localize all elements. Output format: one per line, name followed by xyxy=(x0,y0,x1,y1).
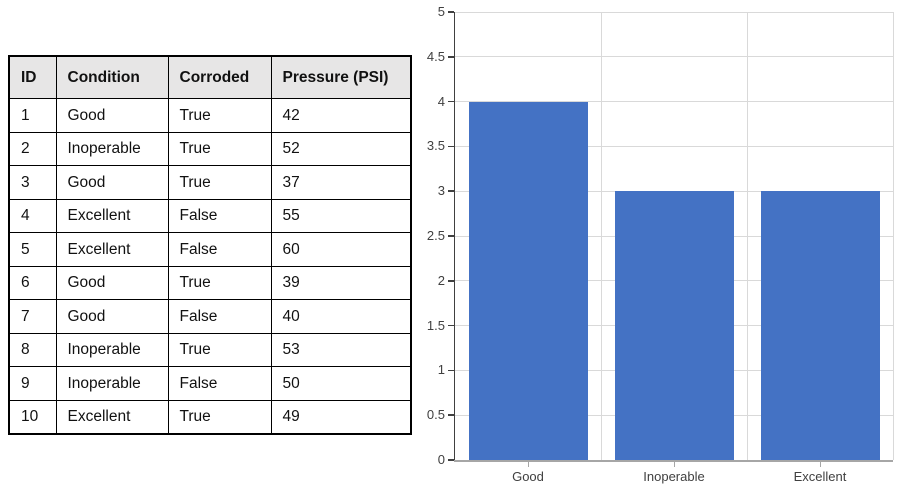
table-row: 7 Good False 40 xyxy=(8,299,412,334)
y-axis-tick xyxy=(448,11,454,13)
column-header-id: ID xyxy=(8,55,57,99)
table-cell: 49 xyxy=(270,399,412,435)
column-header-corroded: Corroded xyxy=(167,55,272,99)
y-axis-tick xyxy=(448,414,454,416)
bar-good xyxy=(469,101,588,460)
table-cell: 7 xyxy=(8,299,57,334)
table-cell: Good xyxy=(55,299,169,334)
table-cell: Excellent xyxy=(55,399,169,435)
y-tick-label: 1.5 xyxy=(426,317,445,333)
table-row: 9 Inoperable False 50 xyxy=(8,366,412,401)
y-axis-tick xyxy=(448,324,454,327)
gridline-horizontal xyxy=(455,145,893,147)
x-axis-line xyxy=(453,460,893,462)
table-row: 10 Excellent True 49 xyxy=(8,399,412,435)
y-axis-tick xyxy=(448,190,454,192)
y-tick-label: 2 xyxy=(437,272,445,288)
y-tick-label: 0 xyxy=(437,452,445,467)
gridline-horizontal xyxy=(455,56,893,58)
y-tick-label: 4 xyxy=(437,93,445,109)
y-tick-label: 3 xyxy=(437,183,445,199)
table-cell: 52 xyxy=(270,131,412,166)
x-axis-tick xyxy=(673,461,675,467)
table-cell: 2 xyxy=(8,131,57,166)
table-cell: True xyxy=(167,332,272,367)
y-tick-label: 1 xyxy=(437,362,445,378)
table-header-row: ID Condition Corroded Pressure (PSI) xyxy=(8,55,412,99)
column-header-condition: Condition xyxy=(55,55,169,99)
table-row: 6 Good True 39 xyxy=(8,265,412,300)
x-axis-tick xyxy=(819,461,821,467)
plot-right-border xyxy=(892,12,894,460)
y-axis-tick xyxy=(448,100,454,103)
y-tick-label: 4.5 xyxy=(426,48,445,64)
gridline-vertical xyxy=(746,12,748,460)
table-cell: 39 xyxy=(270,265,412,300)
y-axis-tick xyxy=(448,459,454,461)
y-axis-tick xyxy=(448,369,454,372)
table-cell: Good xyxy=(55,165,169,200)
table-cell: True xyxy=(167,98,272,133)
x-axis-tick xyxy=(527,461,529,467)
y-axis-tick xyxy=(448,235,454,237)
y-tick-label: 2.5 xyxy=(426,228,445,243)
gridline-vertical xyxy=(600,12,602,460)
bar-inoperable xyxy=(615,191,734,460)
table-cell: Excellent xyxy=(55,232,169,267)
y-axis-line xyxy=(453,12,455,460)
table-row: 1 Good True 42 xyxy=(8,98,412,133)
x-category-label: Inoperable xyxy=(643,469,705,484)
x-category-label: Good xyxy=(512,469,544,484)
table-cell: 40 xyxy=(270,299,412,334)
table-body: 1 Good True 42 2 Inoperable True 52 3 Good True 37 4… xyxy=(8,98,412,435)
table-cell: True xyxy=(167,399,272,435)
table-cell: Inoperable xyxy=(55,131,169,166)
y-tick-label: 3.5 xyxy=(426,138,445,154)
y-tick-label: 0.5 xyxy=(426,407,445,423)
table-row: 4 Excellent False 55 xyxy=(8,198,412,233)
table-cell: 53 xyxy=(270,332,412,367)
y-axis-tick xyxy=(448,145,454,148)
table-head: ID Condition Corroded Pressure (PSI) xyxy=(8,55,412,99)
x-category-label: Excellent xyxy=(793,469,847,484)
y-axis-tick xyxy=(448,280,454,282)
table-cell: 42 xyxy=(270,98,412,133)
bar-excellent xyxy=(761,191,880,460)
y-axis-tick xyxy=(448,56,454,58)
gridline-horizontal xyxy=(455,11,893,13)
table-row: 8 Inoperable True 53 xyxy=(8,332,412,367)
table-cell: Good xyxy=(55,265,169,300)
table-cell: False xyxy=(167,366,272,401)
data-table: ID Condition Corroded Pressure (PSI) 1 Good T… xyxy=(8,55,412,435)
table-cell: True xyxy=(167,165,272,200)
table-cell: 10 xyxy=(8,399,57,435)
y-tick-label: 5 xyxy=(437,4,445,19)
gridline-horizontal xyxy=(455,101,893,103)
table-cell: Excellent xyxy=(55,198,169,233)
column-header-pressure-psi: Pressure (PSI) xyxy=(270,55,412,99)
